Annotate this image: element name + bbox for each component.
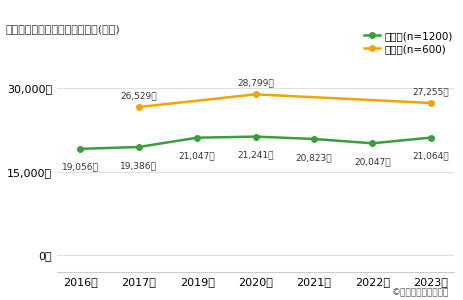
Text: 26,529円: 26,529円 [120, 91, 157, 100]
Text: お正月にもらったお年玉の総額(平均): お正月にもらったお年玉の総額(平均) [5, 24, 120, 34]
Text: 19,386円: 19,386円 [120, 161, 157, 170]
Text: 21,241円: 21,241円 [237, 151, 274, 160]
Text: 21,064円: 21,064円 [413, 152, 449, 160]
Text: 19,056円: 19,056円 [62, 163, 99, 172]
Text: 20,823円: 20,823円 [295, 153, 332, 162]
Text: ©学研教育総合研究所: ©学研教育総合研究所 [392, 288, 449, 297]
Text: 21,047円: 21,047円 [179, 152, 215, 160]
Text: 27,255円: 27,255円 [413, 87, 449, 96]
Legend: 小学生(n=1200), 中学生(n=600): 小学生(n=1200), 中学生(n=600) [360, 27, 457, 58]
Text: 20,047円: 20,047円 [354, 157, 391, 166]
Text: 28,799円: 28,799円 [237, 78, 274, 87]
